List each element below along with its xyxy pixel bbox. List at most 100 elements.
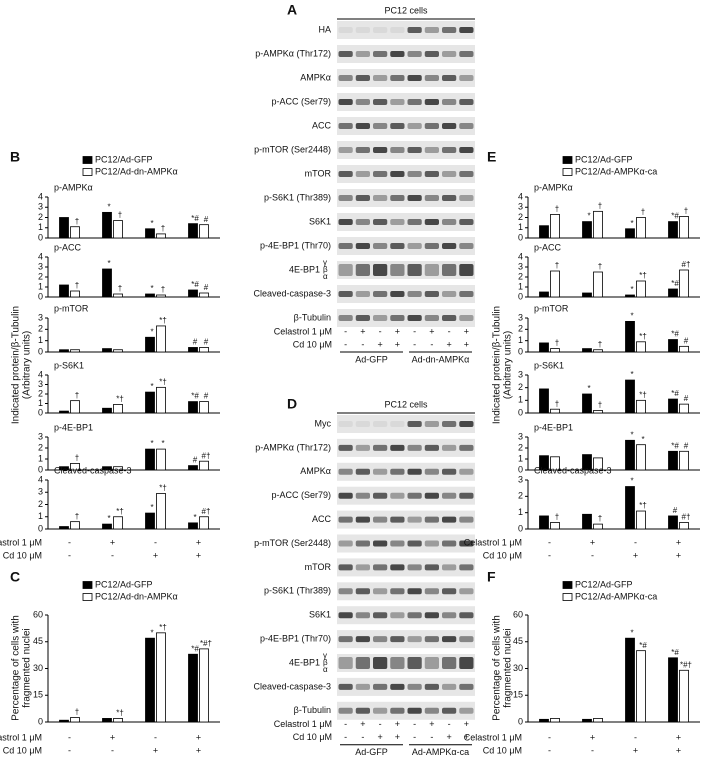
bar [550,348,560,353]
blot-band [338,421,353,427]
blot-band [355,468,370,475]
bar [668,398,678,414]
blot-band [355,123,370,129]
y-tick-label: 1 [518,507,523,517]
y-tick-label: 0 [38,464,43,474]
blot-band [373,264,388,276]
significance-mark: *† [639,390,647,399]
treatment-sign: + [676,537,681,547]
y-tick-label: 3 [518,431,523,441]
y-tick-label: 15 [33,690,43,700]
blot-row-label: AMPKα [300,72,331,82]
significance-mark: # [684,394,689,403]
blot-row-label: p-AMPKα (Thr172) [255,48,331,58]
blot-band [338,243,353,249]
significance-mark: *# [671,389,679,398]
treatment-sign: - [448,719,451,729]
significance-mark: # [193,456,198,465]
blot-band [407,264,422,276]
blot-band [442,51,457,57]
blot-band [424,612,439,619]
blot-band [355,683,370,690]
blot-band [407,99,422,105]
blot-band [442,516,457,523]
y-tick-label: 60 [513,609,523,619]
significance-mark: *† [116,507,124,516]
blot-band [442,612,457,619]
blot-band [424,707,439,714]
treatment-sign: + [196,537,201,547]
bar [113,516,123,530]
subchart-title: p-S6K1 [534,360,564,370]
bar [199,224,209,239]
bar [636,341,646,353]
y-tick-label: 15 [513,690,523,700]
treatment-sign: - [591,745,594,755]
y-tick-label: 2 [38,271,43,281]
blot-row-label: β-Tubulin [294,705,331,715]
blot-band [407,421,422,427]
subchart-title: p-4E-BP1 [54,422,93,432]
y-tick-label: 1 [38,222,43,232]
y-axis-label: fragmented nuclei [22,628,33,708]
y-tick-label: 1 [518,222,523,232]
blot-band [338,195,353,201]
treatment-sign: + [429,719,434,729]
blot-band [424,683,439,690]
significance-mark: † [555,399,559,408]
y-axis-label: fragmented nuclei [503,628,514,708]
significance-mark: * [630,370,633,379]
treatment-sign: - [548,732,551,742]
bar [582,718,592,723]
significance-mark: * [630,312,633,321]
blot-band [373,421,388,427]
significance-mark: * [150,628,153,637]
isoform-label: α [323,272,328,281]
bar [582,221,592,239]
bar [593,210,603,239]
blot-band [355,51,370,57]
treatment-sign: - [68,550,71,560]
y-tick-label: 0 [38,716,43,726]
treatment-sign: + [464,339,469,349]
blot-band [373,636,388,643]
y-tick-label: 2 [518,442,523,452]
blot-band [442,468,457,475]
legend-swatch [82,168,93,176]
treatment-sign: + [633,745,638,755]
blot-band [338,27,353,33]
treatment-sign: - [344,732,347,742]
significance-mark: * [630,477,633,486]
subchart-title: p-AMPKα [534,182,573,192]
blot-band [373,51,388,57]
blot-band [442,636,457,643]
significance-mark: *# [191,644,199,653]
treatment-label: Cd 10 μM [293,339,332,349]
significance-mark: *# [671,212,679,221]
blot-row-label: p-ACC (Ser79) [271,490,331,500]
treatment-sign: - [430,339,433,349]
treatment-sign: - [634,537,637,547]
blot-band [442,75,457,81]
blot-band [373,612,388,619]
treatment-sign: + [153,745,158,755]
isoform-label: γ [323,651,327,660]
blot-band [459,683,474,690]
bar [70,462,80,471]
blot-row-label: p-ACC (Ser79) [271,96,331,106]
blot-band [355,315,370,321]
bar [593,718,603,723]
blot-band [459,636,474,643]
treatment-sign: + [110,537,115,547]
y-tick-label: 3 [518,474,523,484]
blot-band [442,492,457,499]
bar [188,465,198,471]
treatment-sign: - [548,537,551,547]
blot-band [407,683,422,690]
blot-band [355,75,370,81]
blot-band [390,612,405,619]
treatment-sign: + [360,719,365,729]
bar [59,217,69,239]
bar [199,347,209,353]
significance-mark: # [204,392,209,401]
